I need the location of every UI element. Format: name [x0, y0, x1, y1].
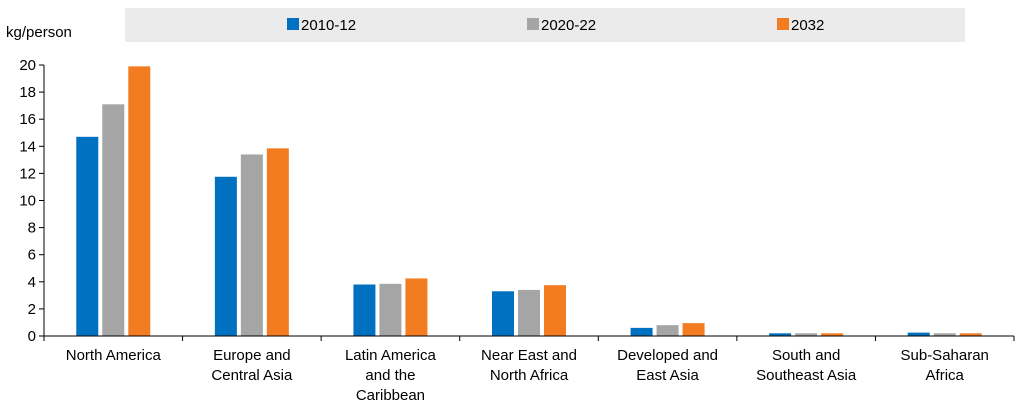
- legend: 2010-12 2020-22 2032: [287, 17, 824, 34]
- category-label: Caribbean: [356, 387, 425, 404]
- y-axis: 0 2 4 6 8 10 12 14 16 18 20: [19, 57, 45, 345]
- category-label: Southeast Asia: [756, 367, 857, 384]
- legend-background: [125, 8, 965, 42]
- bar-2010-12-1: [214, 176, 237, 336]
- legend-swatch: [287, 18, 299, 30]
- y-tick-label: 16: [19, 111, 36, 128]
- bar-2020-22-6: [933, 333, 956, 336]
- bar-2032-1: [266, 148, 289, 336]
- y-tick-label: 20: [19, 57, 36, 74]
- bar-2010-12-4: [630, 327, 653, 336]
- category-label: Developed and: [617, 347, 718, 364]
- y-tick-label: 8: [28, 220, 36, 237]
- y-axis-label: kg/person: [6, 24, 72, 41]
- bar-2032-3: [544, 285, 566, 336]
- category-label: South and: [772, 347, 840, 364]
- category-label: Africa: [926, 367, 965, 384]
- y-tick-label: 4: [28, 274, 36, 291]
- bars: [76, 66, 982, 336]
- x-axis: North America Europe and Central Asia Latin…: [43, 335, 1015, 404]
- category-label: East Asia: [636, 367, 699, 384]
- bar-2010-12-5: [769, 333, 792, 336]
- bar-2020-22-1: [240, 154, 263, 336]
- bar-2032-0: [128, 66, 151, 336]
- bar-2020-22-3: [518, 289, 540, 336]
- y-tick-label: 14: [19, 138, 36, 155]
- category-label: North America: [66, 347, 162, 364]
- y-tick-label: 2: [28, 301, 36, 318]
- bar-2032-6: [959, 333, 982, 336]
- legend-swatch: [777, 18, 789, 30]
- category-label: Sub-Saharan: [901, 347, 989, 364]
- legend-label: 2020-22: [541, 17, 596, 34]
- bar-2010-12-6: [907, 332, 930, 336]
- bar-2020-22-5: [795, 333, 818, 336]
- legend-label: 2032: [791, 17, 824, 34]
- y-tick-label: 10: [19, 193, 36, 210]
- y-tick-label: 18: [19, 84, 36, 101]
- bar-2020-22-4: [656, 325, 679, 336]
- category-label: Latin America: [345, 347, 437, 364]
- category-label: Near East and: [481, 347, 577, 364]
- category-label: Central Asia: [211, 367, 293, 384]
- bar-2020-22-0: [102, 104, 125, 336]
- category-label: North Africa: [490, 367, 569, 384]
- bar-2010-12-2: [353, 284, 376, 336]
- bar-2032-2: [405, 278, 428, 336]
- legend-swatch: [527, 18, 539, 30]
- bar-2010-12-3: [492, 291, 514, 336]
- legend-label: 2010-12: [301, 17, 356, 34]
- bar-2032-5: [821, 333, 844, 336]
- category-label: and the: [365, 367, 415, 384]
- y-tick-label: 0: [28, 328, 36, 345]
- y-tick-label: 12: [19, 165, 36, 182]
- bar-2010-12-0: [76, 136, 99, 336]
- category-label: Europe and: [213, 347, 291, 364]
- bar-2020-22-2: [379, 283, 402, 336]
- bar-2032-4: [682, 323, 705, 336]
- y-tick-label: 6: [28, 247, 36, 264]
